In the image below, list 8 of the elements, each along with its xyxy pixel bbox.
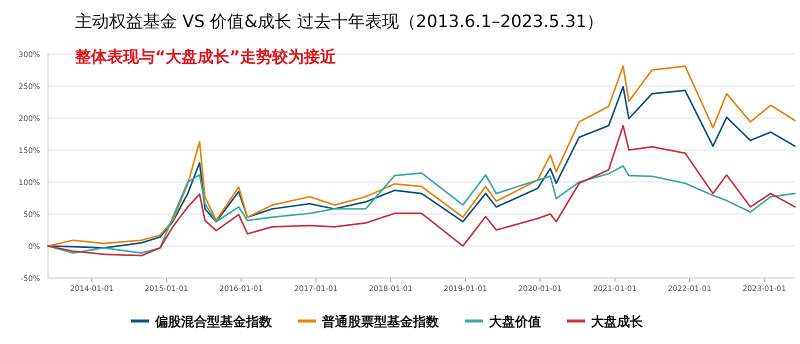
line-series — [47, 124, 796, 256]
legend-label: 偏股混合型基金指数 — [154, 314, 273, 330]
legend-label: 普通股票型基金指数 — [321, 314, 440, 330]
chart-subtitle: 整体表现与“大盘成长”走势较为接近 — [74, 47, 338, 66]
line-series — [47, 165, 796, 254]
chart-title: 主动权益基金 VS 价值&成长 过去十年表现（2013.6.1–2023.5.31） — [75, 12, 604, 32]
legend-label: 大盘价值 — [489, 315, 541, 330]
legend-label: 大盘成长 — [591, 315, 644, 330]
